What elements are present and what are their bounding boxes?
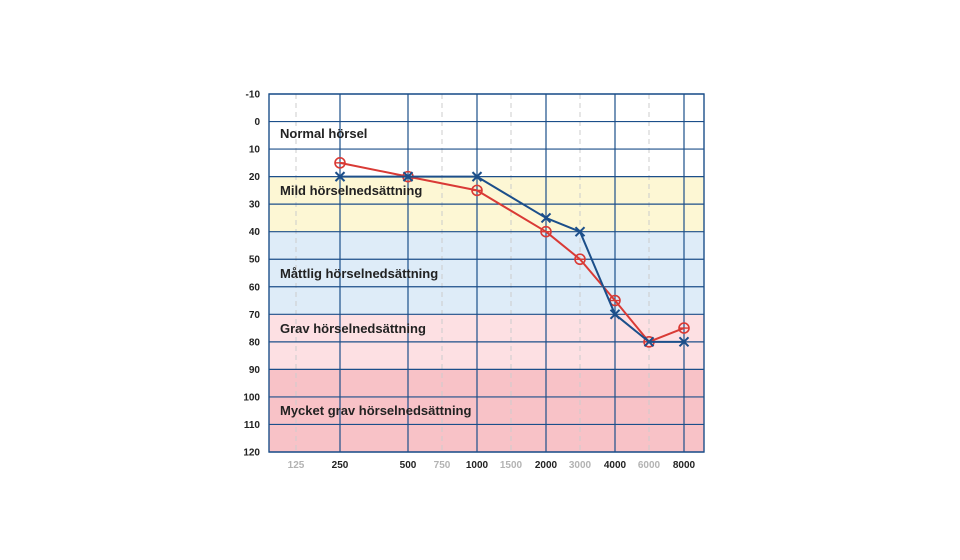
x-tick-label: 500 bbox=[400, 460, 417, 471]
x-tick-label: 3000 bbox=[569, 460, 592, 471]
data-point-mark bbox=[402, 171, 414, 182]
x-axis-ticks: 125 250 500 750 1000 1500 2000 3000 4000 6000 8000 bbox=[288, 460, 696, 471]
data-point-mark bbox=[334, 171, 346, 182]
y-tick-label: 70 bbox=[249, 310, 261, 321]
band-label-1: Mild hörselnedsättning bbox=[280, 183, 422, 198]
y-tick-label: 100 bbox=[243, 392, 260, 403]
band-label-3: Grav hörselnedsättning bbox=[280, 321, 426, 336]
y-tick-label: 30 bbox=[249, 200, 261, 211]
plot-border bbox=[268, 93, 705, 453]
band-label-4: Mycket grav hörselnedsättning bbox=[280, 403, 471, 418]
band-2 bbox=[269, 231, 704, 315]
x-tick-label: 1500 bbox=[500, 460, 523, 471]
y-tick-label: 0 bbox=[254, 117, 260, 128]
data-point-mark bbox=[574, 226, 586, 237]
x-tick-label: 8000 bbox=[673, 460, 696, 471]
y-tick-label: 110 bbox=[244, 420, 261, 431]
x-tick-label: 750 bbox=[434, 460, 451, 471]
x-tick-label: 1000 bbox=[466, 460, 489, 471]
data-point-mark bbox=[540, 212, 552, 224]
data-point-mark bbox=[609, 309, 621, 320]
x-tick-label: 6000 bbox=[638, 460, 661, 471]
y-tick-label: -10 bbox=[246, 90, 261, 101]
x-tick-label: 4000 bbox=[604, 460, 627, 471]
series-line-1 bbox=[340, 175, 684, 343]
series bbox=[334, 157, 690, 348]
x-tick-label: 125 bbox=[288, 460, 305, 471]
band-4 bbox=[269, 369, 704, 452]
y-tick-label: 50 bbox=[249, 255, 261, 266]
data-point-mark bbox=[678, 336, 690, 348]
y-tick-label: 60 bbox=[249, 282, 261, 293]
y-tick-label: 120 bbox=[243, 448, 260, 459]
band-labels: Normal hörsel Mild hörselnedsättning Måttl… bbox=[280, 126, 471, 418]
grid bbox=[268, 93, 705, 453]
band-label-0: Normal hörsel bbox=[280, 126, 367, 141]
x-tick-label: 2000 bbox=[535, 460, 558, 471]
data-point-mark bbox=[643, 336, 655, 348]
series-line-0 bbox=[339, 161, 685, 343]
band-label-2: Måttlig hörselnedsättning bbox=[280, 266, 438, 281]
y-tick-label: 10 bbox=[249, 145, 261, 156]
y-axis-ticks: -10 0 10 20 30 40 50 60 70 80 90 100 110 120 bbox=[243, 90, 260, 459]
data-point-mark bbox=[471, 171, 483, 182]
y-tick-label: 80 bbox=[249, 337, 261, 348]
x-tick-label: 250 bbox=[332, 460, 349, 471]
y-tick-label: 20 bbox=[249, 172, 261, 183]
y-tick-label: 90 bbox=[249, 365, 261, 376]
y-tick-label: 40 bbox=[249, 227, 261, 238]
